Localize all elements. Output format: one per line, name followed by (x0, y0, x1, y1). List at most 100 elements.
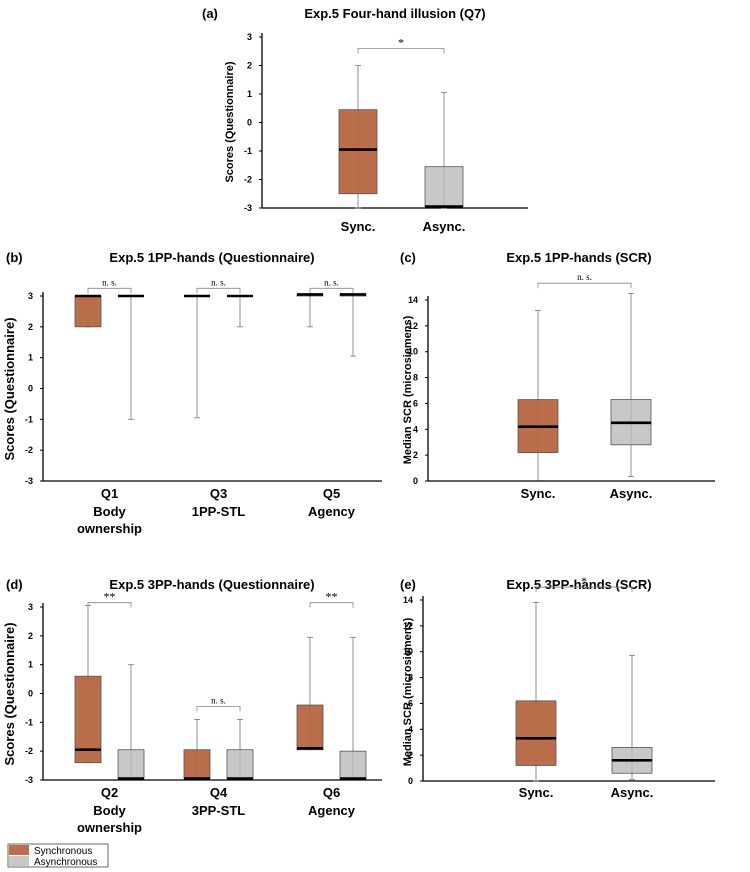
legend-swatch-sync (9, 845, 29, 855)
y-tick-label-c: 0 (413, 476, 418, 486)
panel-label-b: (b) (6, 250, 23, 265)
x-category-sublabel-d: 3PP-STL (192, 803, 246, 818)
y-axis-label-e: Median SCR (microsiemens) (402, 617, 414, 766)
x-category-sublabel-b: Agency (308, 504, 356, 519)
y-tick-label-b: 1 (28, 353, 33, 363)
x-category-label-c: Sync. (521, 486, 556, 501)
box-async-d (117, 749, 145, 779)
x-category-sublabel-b: ownership (77, 521, 142, 536)
panel-label-c: (c) (400, 250, 416, 265)
significance-label-d: n. s. (211, 695, 226, 705)
y-tick-label-a: -3 (244, 203, 252, 213)
significance-bracket-d (87, 602, 132, 608)
significance-bracket-a (357, 48, 445, 54)
significance-label-d: ** (104, 590, 116, 604)
box-sync-e (515, 700, 557, 766)
y-tick-label-a: -1 (244, 146, 252, 156)
y-axis-label-c: Median SCR (microsiemens) (402, 315, 414, 464)
x-category-label-c: Async. (610, 486, 653, 501)
y-tick-label-b: -1 (25, 414, 33, 424)
significance-bracket-d (196, 706, 241, 712)
x-category-label-d: Q6 (323, 785, 340, 800)
panel-label-d: (d) (6, 577, 23, 592)
box-sync-a (338, 109, 378, 195)
x-category-label-b: Q5 (323, 486, 340, 501)
chart-title-e: Exp.5 3PP-hands (SCR) (506, 577, 651, 592)
x-category-label-d: Q4 (210, 785, 228, 800)
chart-title-c: Exp.5 1PP-hands (SCR) (506, 250, 651, 265)
y-tick-label-e: 6 (408, 698, 413, 708)
legend-swatch-async (9, 856, 29, 866)
y-tick-label-e: 10 (403, 647, 413, 657)
y-tick-label-e: 14 (403, 595, 413, 605)
legend-label-async: Asynchronous (34, 857, 97, 868)
y-tick-label-b: 2 (28, 322, 33, 332)
significance-bracket-b (309, 287, 354, 294)
x-category-label-e: Sync. (519, 785, 554, 800)
significance-bracket-b (87, 287, 132, 294)
chart-title-d: Exp.5 3PP-hands (Questionnaire) (109, 577, 314, 592)
y-tick-label-a: 0 (247, 118, 252, 128)
x-category-label-a: Async. (423, 219, 466, 234)
box-async-d (339, 750, 367, 779)
y-tick-label-b: -3 (25, 476, 33, 486)
y-tick-label-a: 3 (247, 32, 252, 42)
y-tick-label-d: -3 (25, 775, 33, 785)
y-tick-label-c: 14 (408, 295, 418, 305)
box-sync-d (74, 675, 102, 764)
x-category-label-a: Sync. (341, 219, 376, 234)
y-tick-label-d: 0 (28, 689, 33, 699)
panel-label-a: (a) (202, 6, 218, 21)
y-tick-label-d: 2 (28, 631, 33, 641)
x-category-sublabel-b: 1PP-STL (192, 504, 246, 519)
significance-bracket-c (537, 282, 632, 289)
y-tick-label-d: 1 (28, 660, 33, 670)
y-tick-label-c: 4 (413, 424, 418, 434)
significance-label-c: n. s. (577, 272, 592, 282)
y-tick-label-e: 4 (408, 724, 413, 734)
y-tick-label-b: 3 (28, 291, 33, 301)
x-category-label-d: Q2 (101, 785, 118, 800)
y-tick-label-d: -1 (25, 717, 33, 727)
y-axis-label-d: Scores (Questionnaire) (2, 622, 17, 765)
significance-label-d: ** (326, 590, 338, 604)
x-category-sublabel-d: ownership (77, 820, 142, 835)
y-tick-label-b: 0 (28, 384, 33, 394)
y-tick-label-e: 12 (403, 621, 413, 631)
x-category-label-b: Q1 (101, 486, 118, 501)
y-axis-label-b: Scores (Questionnaire) (2, 317, 17, 460)
significance-label-b: n. s. (324, 277, 339, 287)
panel-label-e: (e) (400, 577, 416, 592)
chart-title-b: Exp.5 1PP-hands (Questionnaire) (109, 250, 314, 265)
y-tick-label-d: 3 (28, 602, 33, 612)
significance-label-a: * (398, 35, 404, 49)
x-category-sublabel-d: Agency (308, 803, 356, 818)
significance-bracket-b (196, 287, 241, 294)
significance-bracket-e (535, 586, 633, 593)
box-sync-d (296, 704, 324, 751)
y-tick-label-c: 2 (413, 450, 418, 460)
significance-bracket-d (309, 602, 354, 608)
legend-label-sync: Synchronous (34, 846, 92, 857)
y-tick-label-a: -2 (244, 175, 252, 185)
y-tick-label-b: -2 (25, 445, 33, 455)
significance-label-b: n. s. (102, 277, 117, 287)
x-category-label-e: Async. (611, 785, 654, 800)
y-tick-label-a: 1 (247, 89, 252, 99)
y-tick-label-e: 2 (408, 750, 413, 760)
y-tick-label-c: 12 (408, 321, 418, 331)
y-axis-label-a: Scores (Questionnaire) (224, 61, 236, 182)
significance-label-e: * (581, 574, 587, 588)
significance-label-b: n. s. (211, 277, 226, 287)
y-tick-label-c: 10 (408, 347, 418, 357)
box-async-a (424, 166, 464, 207)
y-tick-label-e: 8 (408, 673, 413, 683)
x-category-label-b: Q3 (210, 486, 227, 501)
y-tick-label-c: 6 (413, 398, 418, 408)
box-sync-d (183, 749, 211, 779)
x-category-sublabel-d: Body (93, 803, 126, 818)
y-tick-label-c: 8 (413, 373, 418, 383)
chart-title-a: Exp.5 Four-hand illusion (Q7) (304, 6, 485, 21)
legend-box (7, 843, 109, 868)
